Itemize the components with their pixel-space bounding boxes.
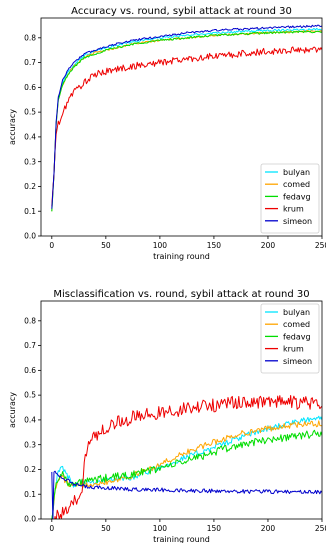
x-tick-label: 100 bbox=[153, 241, 168, 250]
y-tick-label: 0.4 bbox=[24, 416, 36, 425]
series-group bbox=[51, 394, 322, 519]
legend-label: simeon bbox=[283, 217, 312, 226]
y-tick-label: 0.3 bbox=[24, 440, 36, 449]
series-line-simeon bbox=[51, 24, 322, 209]
x-tick-label: 200 bbox=[261, 241, 276, 250]
chart-title: Accuracy vs. round, sybil attack at roun… bbox=[71, 6, 292, 17]
legend-label: bulyan bbox=[283, 308, 310, 317]
legend-label: bulyan bbox=[283, 168, 310, 177]
legend-label: comed bbox=[283, 320, 310, 329]
x-tick-label: 50 bbox=[101, 241, 111, 250]
y-axis-label: accuracy bbox=[8, 109, 17, 145]
x-tick-label: 0 bbox=[49, 241, 54, 250]
x-axis-label: training round bbox=[153, 252, 210, 261]
legend-box bbox=[260, 163, 320, 234]
series-line-krum bbox=[51, 46, 322, 207]
y-tick-label: 0.8 bbox=[24, 316, 36, 325]
x-tick-label: 50 bbox=[101, 524, 111, 533]
series-line-simeon bbox=[51, 470, 322, 519]
y-tick-label: 0.2 bbox=[24, 182, 36, 191]
x-tick-label: 250 bbox=[315, 241, 326, 250]
chart-title: Misclassification vs. round, sybil attac… bbox=[53, 289, 309, 300]
x-tick-label: 250 bbox=[315, 524, 326, 533]
plot-frame bbox=[40, 17, 323, 237]
chart-2: Misclassification vs. round, sybil attac… bbox=[8, 289, 326, 543]
y-tick-label: 0.0 bbox=[24, 515, 36, 524]
y-tick-label: 0.8 bbox=[24, 33, 36, 42]
series-line-fedavg bbox=[51, 429, 322, 519]
y-tick-label: 0.4 bbox=[24, 133, 36, 142]
y-tick-label: 0.6 bbox=[24, 83, 36, 92]
y-tick-label: 0.5 bbox=[24, 391, 36, 400]
legend: bulyan comed fedavg krum simeon bbox=[260, 303, 320, 374]
legend-label: comed bbox=[283, 180, 310, 189]
x-tick-label: 100 bbox=[153, 524, 168, 533]
series-line-comed bbox=[51, 420, 322, 519]
y-tick-label: 0.3 bbox=[24, 157, 36, 166]
series-line-fedavg bbox=[51, 30, 322, 212]
plot-frame bbox=[40, 300, 323, 520]
series-group bbox=[51, 24, 322, 212]
y-tick-label: 0.5 bbox=[24, 108, 36, 117]
x-tick-label: 150 bbox=[207, 241, 222, 250]
series-line-krum bbox=[51, 394, 322, 519]
y-tick-label: 0.6 bbox=[24, 366, 36, 375]
y-tick-label: 0.2 bbox=[24, 465, 36, 474]
y-tick-label: 0.7 bbox=[24, 58, 36, 67]
legend: bulyan comed fedavg krum simeon bbox=[260, 163, 320, 234]
y-tick-label: 0.1 bbox=[24, 207, 36, 216]
y-axis-label: accuracy bbox=[8, 392, 17, 428]
legend-box bbox=[260, 303, 320, 374]
chart-1: Accuracy vs. round, sybil attack at roun… bbox=[8, 6, 326, 261]
x-tick-label: 0 bbox=[49, 524, 54, 533]
y-tick-label: 0.1 bbox=[24, 490, 36, 499]
legend-label: fedavg bbox=[283, 192, 311, 201]
y-tick-label: 0.0 bbox=[24, 232, 36, 241]
legend-label: fedavg bbox=[283, 332, 311, 341]
legend-label: krum bbox=[283, 205, 304, 214]
x-axis-label: training round bbox=[153, 535, 210, 543]
series-line-bulyan bbox=[51, 415, 322, 519]
y-tick-label: 0.7 bbox=[24, 341, 36, 350]
legend-label: krum bbox=[283, 345, 304, 354]
x-tick-label: 150 bbox=[207, 524, 222, 533]
x-tick-label: 200 bbox=[261, 524, 276, 533]
legend-label: simeon bbox=[283, 357, 312, 366]
